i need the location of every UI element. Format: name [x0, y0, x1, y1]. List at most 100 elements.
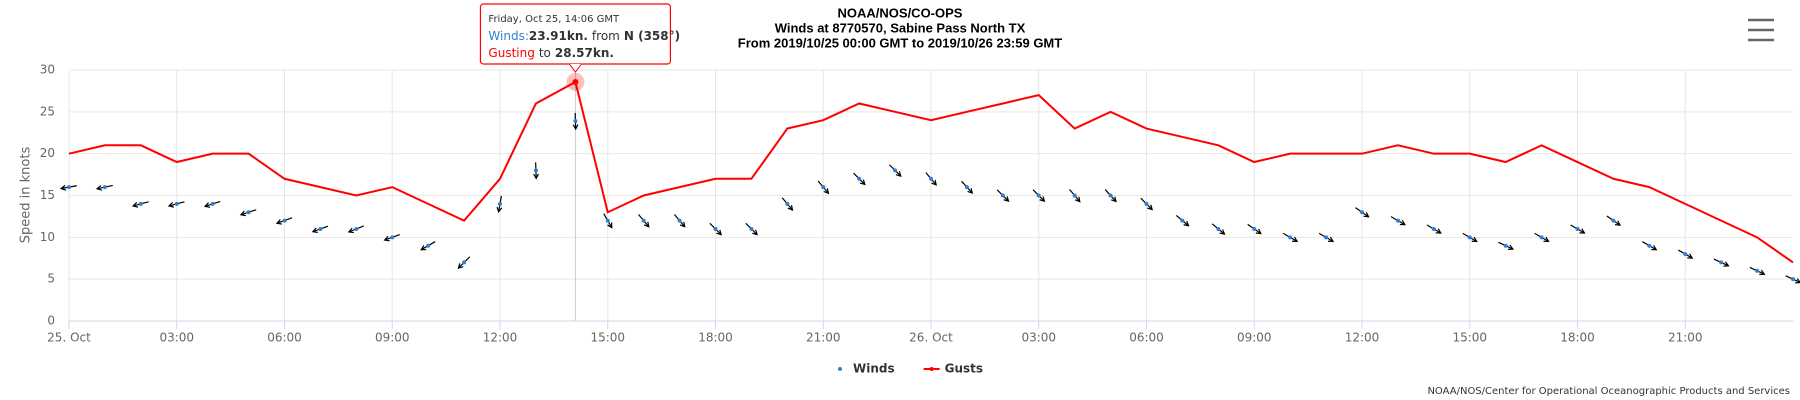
tooltip-winds-value: 23.91kn. — [529, 29, 588, 43]
arrow-head — [533, 173, 539, 180]
arrow-head — [1327, 236, 1335, 242]
arrow-head — [679, 221, 686, 228]
wind-point — [1395, 218, 1400, 223]
wind-point — [67, 185, 71, 190]
y-tick-label: 25 — [40, 104, 55, 118]
wind-point — [1072, 193, 1077, 198]
y-tick-label: 10 — [40, 230, 55, 244]
x-tick-label: 12:00 — [483, 331, 518, 345]
arrow-head — [311, 227, 318, 234]
arrow-head — [1759, 269, 1766, 276]
y-tick-label: 0 — [47, 314, 55, 328]
wind-point — [1683, 252, 1688, 257]
tooltip-winds-label: Winds: — [488, 29, 528, 43]
chart-title: NOAA/NOS/CO-OPS — [838, 5, 963, 20]
credits: NOAA/NOS/Center for Operational Oceanogr… — [1427, 386, 1790, 397]
wind-point — [641, 218, 646, 223]
tooltip-date: Friday, Oct 25, 14:06 GMT — [488, 14, 620, 25]
wind-point — [1791, 277, 1795, 282]
wind-point — [1036, 193, 1041, 198]
chart-subtitle: From 2019/10/25 00:00 GMT to 2019/10/26 … — [738, 35, 1063, 50]
arrow-head — [1219, 229, 1226, 235]
tooltip-gusts: Gusting to 28.57kn. — [488, 46, 614, 60]
gust-line — [68, 80, 1794, 264]
wind-point — [174, 201, 179, 206]
x-tick-label: 21:00 — [1668, 331, 1703, 345]
arrow-head — [716, 229, 723, 236]
x-tick-label: 09:00 — [1237, 331, 1272, 345]
arrow-head — [1579, 228, 1586, 234]
wind-point — [749, 226, 754, 231]
arrow-head — [59, 184, 67, 191]
wind-point — [354, 226, 359, 231]
wind-point — [821, 185, 826, 190]
y-tick-label: 30 — [40, 63, 55, 77]
tooltip-to: to — [539, 46, 551, 60]
arrow-head — [1147, 204, 1154, 211]
wind-point — [1288, 235, 1293, 240]
x-tick-label: 21:00 — [806, 331, 841, 345]
arrow-head — [457, 263, 464, 269]
wind-point — [1431, 226, 1436, 231]
wind-point — [713, 226, 718, 231]
arrow-head — [1507, 244, 1515, 250]
x-tick-label: 26. Oct — [909, 331, 953, 345]
wind-point — [1180, 218, 1185, 223]
legend-item[interactable]: Winds — [838, 362, 895, 376]
menu-button[interactable] — [1740, 10, 1780, 50]
wind-point — [1144, 201, 1149, 206]
wind-point — [1324, 235, 1329, 240]
arrow-head — [203, 202, 211, 208]
wind-point — [964, 185, 969, 190]
wind-point — [533, 168, 538, 173]
arrow-head — [167, 202, 175, 208]
wind-point — [1575, 226, 1580, 231]
legend-label: Winds — [853, 362, 895, 376]
wind-point — [1467, 235, 1472, 240]
legend-item[interactable]: Gusts — [923, 362, 983, 376]
legend-symbol — [838, 367, 842, 371]
arrow-head — [787, 204, 794, 211]
wind-point — [498, 201, 502, 206]
arrow-head — [607, 222, 613, 229]
x-tick-label: 25. Oct — [47, 331, 91, 345]
arrow-head — [239, 210, 246, 217]
arrow-head — [347, 227, 354, 234]
x-tick-label: 18:00 — [698, 331, 733, 345]
wind-point — [462, 260, 467, 265]
wind-point — [390, 235, 395, 240]
arrow-head — [752, 229, 758, 236]
wind-point — [282, 218, 287, 223]
arrow-head — [1435, 228, 1442, 234]
arrow-head — [1255, 228, 1262, 235]
arrow-head — [643, 221, 650, 228]
arrow-head — [275, 219, 283, 225]
arrow-head — [420, 245, 427, 251]
x-tick-label: 03:00 — [159, 331, 194, 345]
arrow-head — [1183, 220, 1190, 227]
wind-point — [1647, 243, 1652, 248]
legend-symbol — [929, 367, 934, 371]
x-tick-label: 12:00 — [1345, 331, 1380, 345]
arrow-head — [1111, 196, 1117, 203]
wind-point — [246, 210, 251, 215]
tooltip-gust-label: Gusting — [488, 46, 534, 60]
wind-point — [605, 218, 610, 223]
x-tick-label: 06:00 — [267, 331, 302, 345]
wind-point — [1719, 260, 1724, 265]
tooltip-gust-value: 28.57kn. — [555, 46, 614, 60]
arrow-head — [383, 235, 390, 242]
wind-point — [318, 226, 323, 231]
y-tick-label: 20 — [40, 146, 55, 160]
y-tick-label: 15 — [40, 188, 55, 202]
x-tick-label: 06:00 — [1129, 331, 1164, 345]
arrow-head — [496, 206, 503, 213]
x-tick-label: 15:00 — [1452, 331, 1487, 345]
wind-point — [1539, 235, 1544, 240]
arrow-head — [931, 179, 937, 186]
tooltip-winds: Winds:23.91kn. from N (358°) — [488, 29, 680, 43]
x-tick-label: 15:00 — [590, 331, 625, 345]
arrow-head — [1074, 196, 1081, 203]
y-tick-label: 5 — [47, 272, 55, 286]
